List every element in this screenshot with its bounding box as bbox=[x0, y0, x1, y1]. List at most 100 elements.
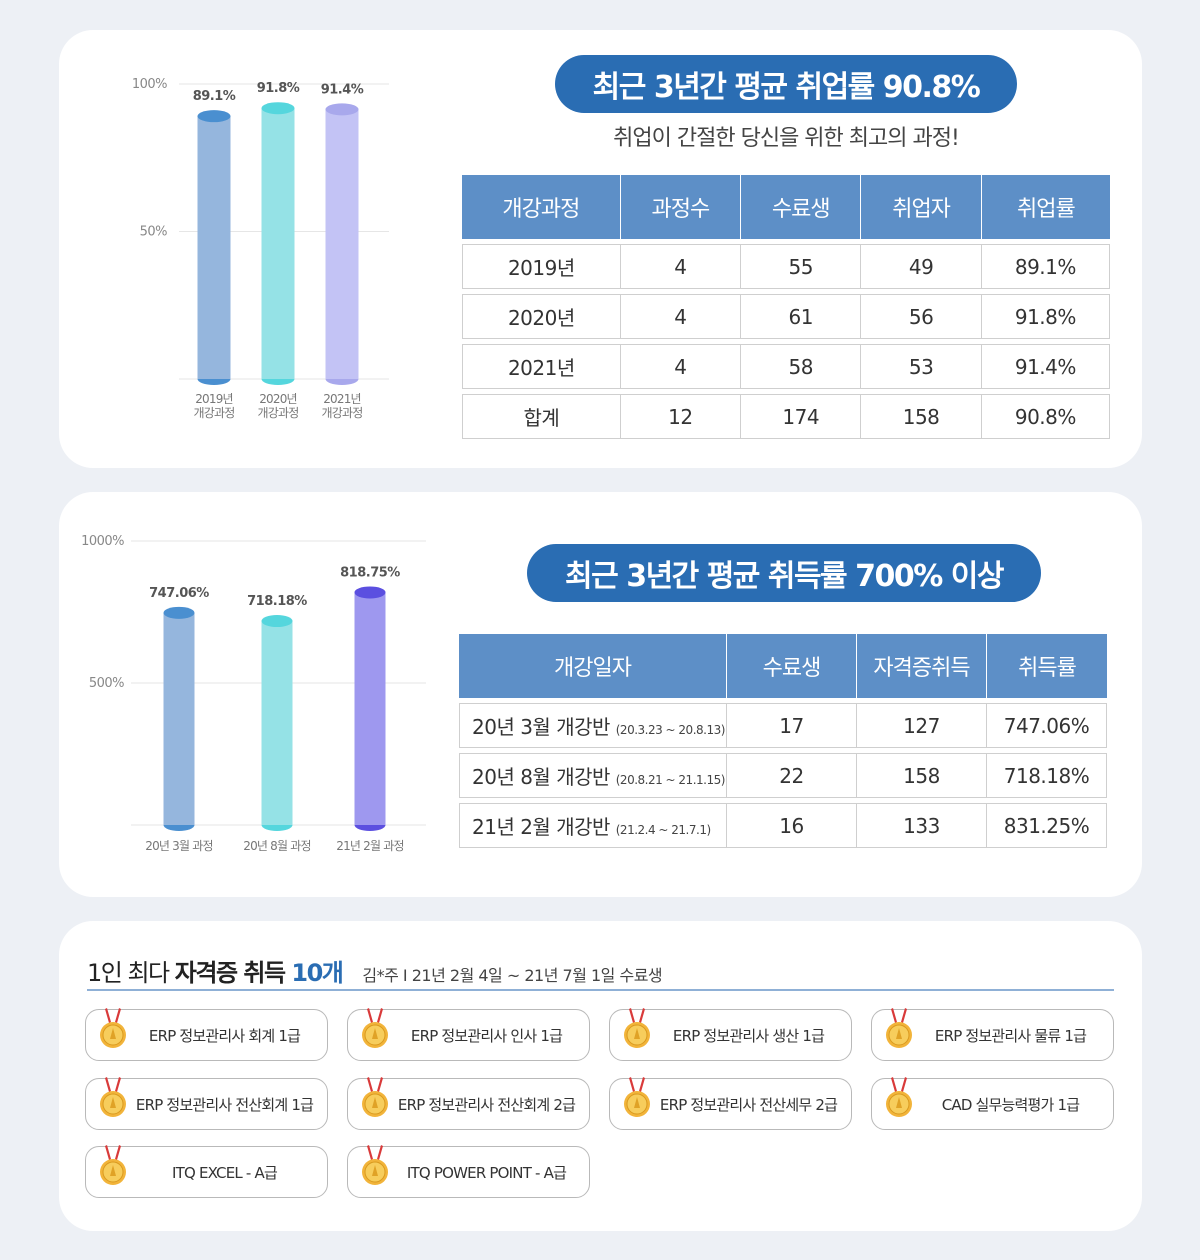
data-label: 91.8% bbox=[257, 81, 300, 96]
certification-bar-chart: 1000% 500% 747.06% 20년 3월 과정 718.18% 20년 8월 과… bbox=[81, 534, 426, 853]
certificate-list-card: 1인 최다 자격증 취득 10개 김*주 I 21년 2월 4일 ~ 21년 7… bbox=[59, 921, 1142, 1231]
period-dates: (20.3.23 ~ 20.8.13) bbox=[615, 723, 726, 737]
category-label: 개강과정 bbox=[322, 406, 363, 420]
table-header-row: 개강과정 과정수 수료생 취업자 취업률 bbox=[462, 175, 1110, 239]
medal-icon bbox=[362, 1008, 388, 1048]
table-cell: 49 bbox=[860, 244, 981, 289]
table-cell: 2020년 bbox=[462, 294, 620, 339]
category-label: 20년 3월 과정 bbox=[145, 839, 213, 853]
bar bbox=[261, 621, 293, 825]
certification-headline: 최근 3년간 평균 취득률 700% 이상 bbox=[527, 544, 1041, 602]
y-tick-label: 500% bbox=[89, 676, 124, 691]
table-row: 2019년 4 55 49 89.1% bbox=[462, 244, 1110, 289]
certificate-label: CAD 실무능력평가 1급 bbox=[941, 1095, 1080, 1114]
certificate-title: 1인 최다 자격증 취득 10개 bbox=[87, 953, 344, 988]
certificate-header: 1인 최다 자격증 취득 10개 김*주 I 21년 2월 4일 ~ 21년 7… bbox=[87, 953, 663, 988]
table-cell: 56 bbox=[860, 294, 981, 339]
period-label: 20년 8월 개강반 bbox=[472, 765, 610, 789]
certificate-item: ERP 정보관리사 인사 1급 bbox=[347, 1008, 590, 1061]
bar bbox=[325, 109, 359, 380]
data-label: 718.18% bbox=[247, 594, 307, 609]
table-cell: 53 bbox=[860, 344, 981, 389]
certification-card: 1000% 500% 747.06% 20년 3월 과정 718.18% 20년 8월 과… bbox=[59, 492, 1142, 897]
table-row: 21년 2월 개강반 (21.2.4 ~ 21.7.1) 16 133 831.… bbox=[459, 803, 1107, 848]
table-header: 취득률 bbox=[986, 634, 1107, 698]
certificate-item: ERP 정보관리사 생산 1급 bbox=[609, 1008, 852, 1061]
table-cell: 91.4% bbox=[980, 344, 1110, 389]
bar-top-cap bbox=[261, 615, 293, 628]
table-cell: 20년 3월 개강반 (20.3.23 ~ 20.8.13) bbox=[459, 703, 726, 748]
category-label: 2021년 bbox=[323, 392, 361, 406]
table-cell: 58 bbox=[740, 344, 861, 389]
table-cell: 4 bbox=[619, 244, 741, 289]
certificate-label: ITQ POWER POINT - A급 bbox=[406, 1163, 567, 1182]
certificate-item: CAD 실무능력평가 1급 bbox=[871, 1077, 1114, 1130]
employment-headline: 최근 3년간 평균 취업률 90.8% bbox=[555, 55, 1017, 113]
table-cell: 747.06% bbox=[986, 703, 1107, 748]
bar-top-cap bbox=[261, 102, 295, 115]
medal-icon bbox=[100, 1145, 126, 1185]
table-row: 20년 3월 개강반 (20.3.23 ~ 20.8.13) 17 127 74… bbox=[459, 703, 1107, 748]
bar bbox=[163, 612, 195, 825]
table-row: 20년 8월 개강반 (20.8.21 ~ 21.1.15) 22 158 71… bbox=[459, 753, 1107, 798]
category-label: 개강과정 bbox=[194, 406, 235, 420]
table-cell: 4 bbox=[619, 344, 741, 389]
table-header: 과정수 bbox=[619, 175, 741, 239]
certificate-label: ERP 정보관리사 물류 1급 bbox=[934, 1026, 1087, 1045]
bar bbox=[197, 116, 231, 379]
employment-subtitle: 취업이 간절한 당신을 위한 최고의 과정! bbox=[613, 126, 960, 151]
bar bbox=[354, 592, 386, 825]
certificate-label: ERP 정보관리사 전산세무 2급 bbox=[659, 1095, 838, 1114]
table-cell: 2021년 bbox=[462, 344, 620, 389]
table-cell: 2019년 bbox=[462, 244, 620, 289]
certificate-item: ERP 정보관리사 전산세무 2급 bbox=[609, 1077, 852, 1130]
certificate-label: ERP 정보관리사 전산회계 1급 bbox=[135, 1095, 314, 1114]
table-cell: 174 bbox=[740, 394, 861, 439]
certificate-item: ERP 정보관리사 전산회계 1급 bbox=[85, 1077, 328, 1130]
table-cell: 22 bbox=[726, 753, 856, 798]
data-label: 89.1% bbox=[193, 89, 236, 104]
certificate-label: ERP 정보관리사 생산 1급 bbox=[672, 1026, 825, 1045]
certificate-title-prefix: 1인 최다 bbox=[87, 959, 175, 987]
certificate-item: ITQ EXCEL - A급 bbox=[85, 1145, 328, 1198]
certificate-title-bold: 자격증 취득 bbox=[174, 959, 292, 987]
divider bbox=[87, 989, 1114, 991]
table-cell: 158 bbox=[856, 753, 986, 798]
medal-icon bbox=[100, 1077, 126, 1117]
category-label: 2020년 bbox=[259, 392, 297, 406]
medal-icon bbox=[100, 1008, 126, 1048]
period-dates: (21.2.4 ~ 21.7.1) bbox=[615, 823, 711, 837]
table-header: 취업자 bbox=[860, 175, 981, 239]
table-cell: 718.18% bbox=[986, 753, 1107, 798]
table-row: 합계 12 174 158 90.8% bbox=[462, 394, 1110, 439]
table-cell: 4 bbox=[619, 294, 741, 339]
category-label: 2019년 bbox=[195, 392, 233, 406]
table-header: 취업률 bbox=[980, 175, 1110, 239]
certificate-label: ERP 정보관리사 회계 1급 bbox=[148, 1026, 301, 1045]
category-label: 20년 8월 과정 bbox=[243, 839, 311, 853]
table-cell: 17 bbox=[726, 703, 856, 748]
y-tick-label: 1000% bbox=[81, 534, 124, 549]
certificate-item: ITQ POWER POINT - A급 bbox=[347, 1145, 590, 1198]
table-cell: 61 bbox=[740, 294, 861, 339]
employment-card: 100% 50% 89.1% 2019년 개강과정 91.8% 2020년 개강과정 91.4%… bbox=[59, 30, 1142, 468]
table-cell: 21년 2월 개강반 (21.2.4 ~ 21.7.1) bbox=[459, 803, 726, 848]
employment-table: 개강과정 과정수 수료생 취업자 취업률 2019년 4 55 49 89.1%… bbox=[462, 170, 1110, 444]
data-label: 747.06% bbox=[149, 586, 209, 601]
table-cell: 831.25% bbox=[986, 803, 1107, 848]
table-header: 개강과정 bbox=[462, 175, 620, 239]
table-header: 수료생 bbox=[726, 634, 856, 698]
medal-icon bbox=[362, 1145, 388, 1185]
period-label: 20년 3월 개강반 bbox=[472, 715, 610, 739]
certificate-item: ERP 정보관리사 전산회계 2급 bbox=[347, 1077, 590, 1130]
certificate-label: ERP 정보관리사 전산회계 2급 bbox=[397, 1095, 576, 1114]
y-tick-label: 100% bbox=[132, 77, 167, 92]
medal-icon bbox=[886, 1008, 912, 1048]
certificate-label: ERP 정보관리사 인사 1급 bbox=[410, 1026, 563, 1045]
medal-icon bbox=[624, 1077, 650, 1117]
medal-icon bbox=[362, 1077, 388, 1117]
table-cell: 158 bbox=[860, 394, 981, 439]
data-label: 91.4% bbox=[321, 82, 364, 97]
certification-table: 개강일자 수료생 자격증취득 취득률 20년 3월 개강반 (20.3.23 ~… bbox=[459, 629, 1107, 853]
